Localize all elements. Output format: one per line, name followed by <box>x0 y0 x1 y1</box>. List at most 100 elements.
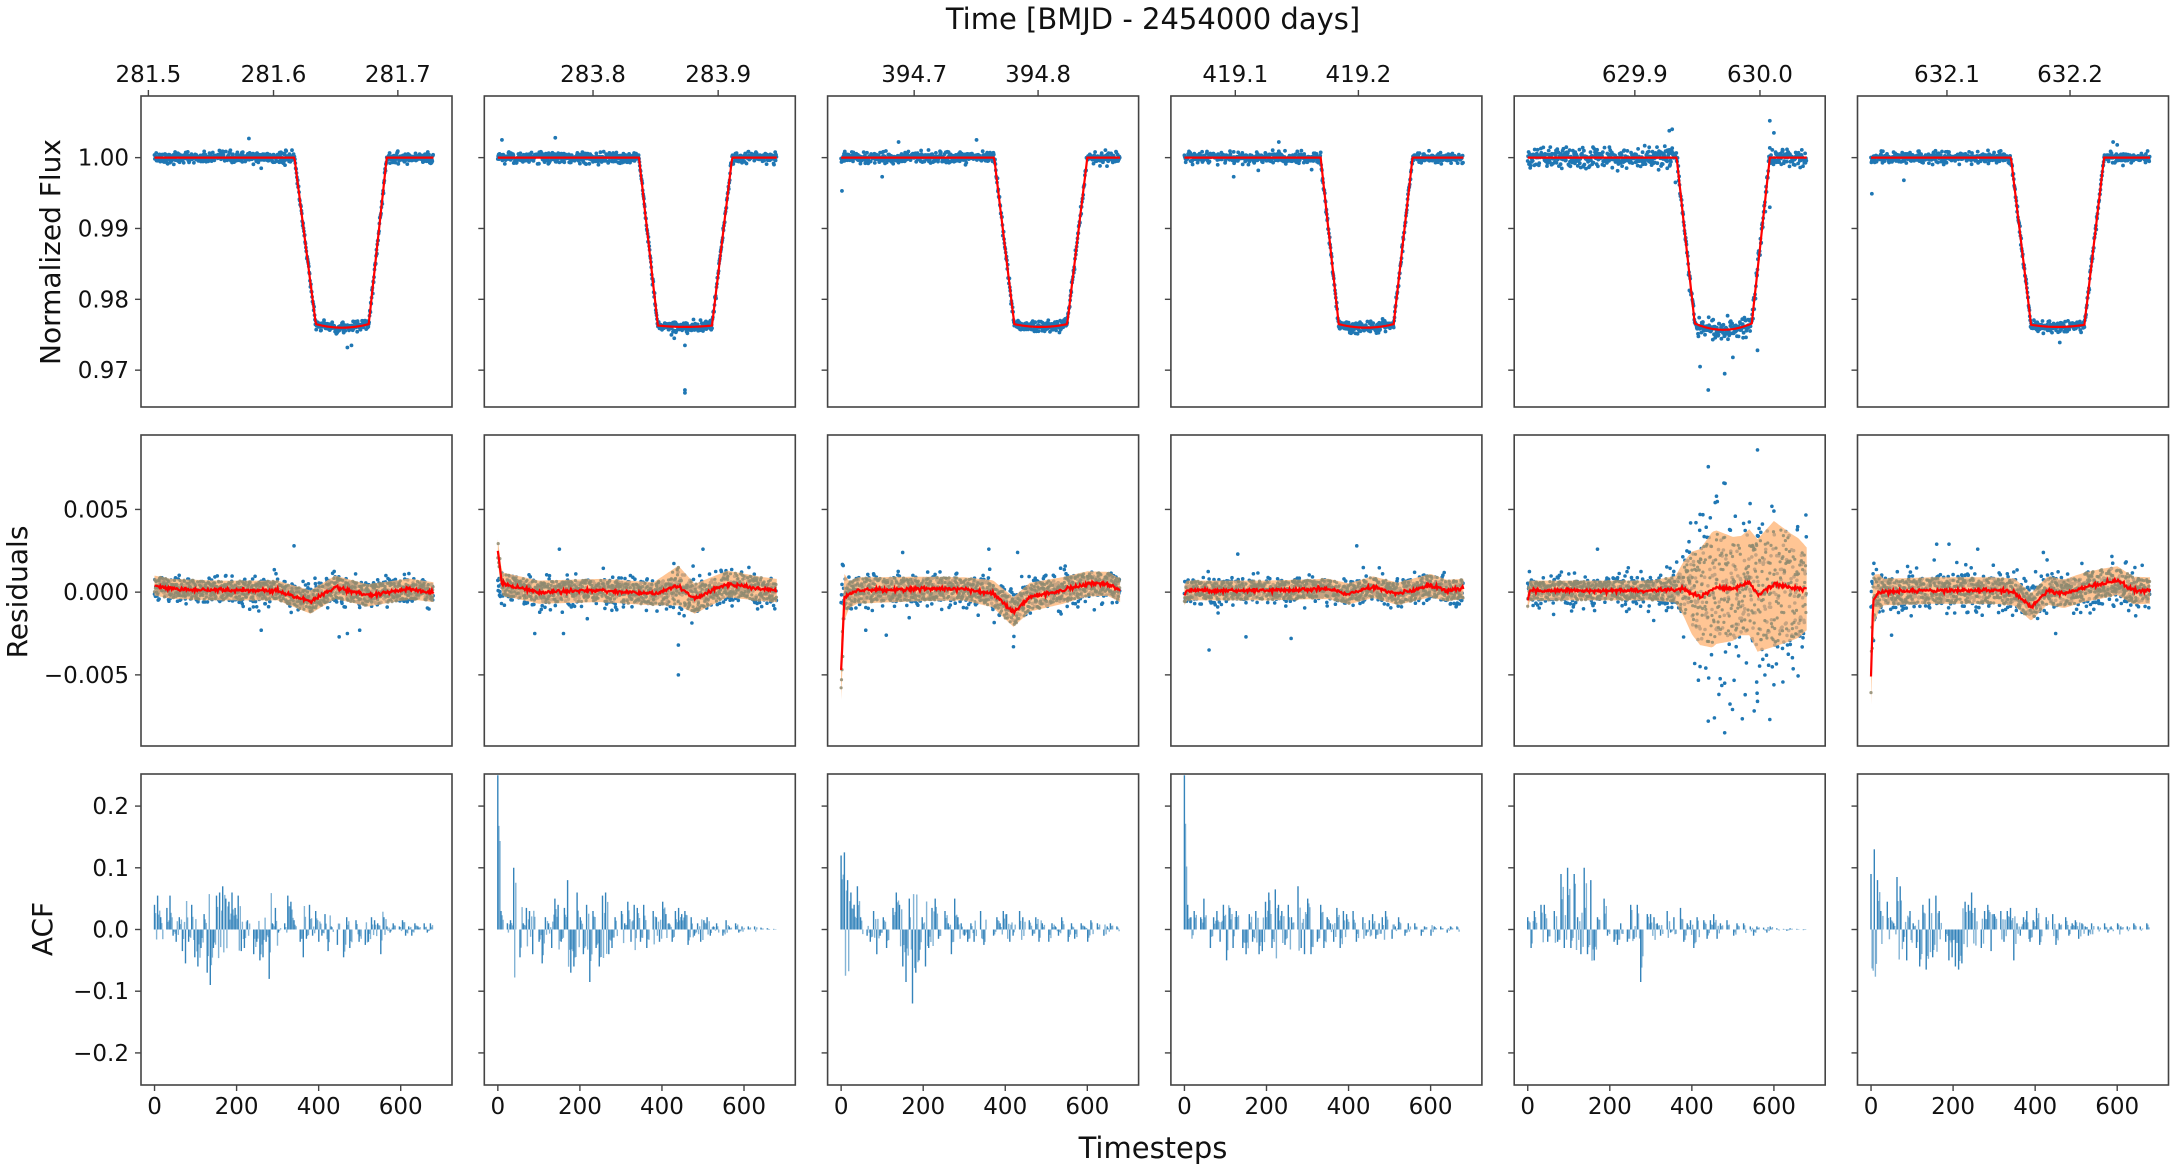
residual-point-in-band <box>273 581 277 585</box>
residual-point-in-band <box>189 585 193 589</box>
residual-point-in-band <box>198 579 203 584</box>
residual-point-in-band <box>265 583 269 587</box>
residual-point-in-band <box>755 576 759 580</box>
residual-point-in-band <box>237 594 242 598</box>
residual-point-in-band <box>720 592 724 597</box>
residual-point-in-band <box>631 583 635 588</box>
residual-data-point <box>543 605 547 610</box>
residual-point-in-band <box>306 590 310 594</box>
residual-point-in-band <box>298 606 302 611</box>
residual-point-in-band <box>626 583 630 587</box>
residual-point-in-band <box>244 595 248 599</box>
residual-point-in-band <box>685 584 690 588</box>
residual-data-point <box>604 602 609 606</box>
residual-data-point <box>393 577 398 582</box>
y-tick-label: −0.1 <box>73 979 129 1005</box>
residual-point-in-band <box>251 598 255 602</box>
residual-data-point <box>274 571 278 576</box>
flux-data-point <box>322 318 326 322</box>
residual-data-point <box>184 602 188 606</box>
residual-point-in-band <box>609 600 614 604</box>
residual-data-point <box>755 607 760 611</box>
y-axis-label-flux: Normalized Flux <box>34 139 67 365</box>
residual-point-in-band <box>509 590 513 594</box>
residual-point-in-band <box>352 599 356 604</box>
residual-data-point <box>384 573 388 578</box>
residual-data-point <box>257 609 261 613</box>
residual-point-in-band <box>630 597 634 602</box>
flux-axes: 0.97 0.98 0.99 1.00 281.5 281.6 281.7 <box>78 62 453 408</box>
flux-data-point <box>596 162 601 167</box>
residual-point-in-band <box>651 602 655 607</box>
residual-data-point <box>340 601 344 606</box>
residuals-axes <box>478 434 797 747</box>
residual-data-point <box>332 569 337 574</box>
residual-point-in-band <box>204 581 208 586</box>
residual-point-in-band <box>423 587 427 591</box>
flux-data-point <box>387 151 392 155</box>
y-axis-label-residuals: Residuals <box>1 526 34 659</box>
flux-data-point <box>861 150 866 155</box>
flux-data-point <box>319 328 323 333</box>
residual-point-in-band <box>513 576 518 580</box>
flux-data-point <box>529 150 534 155</box>
flux-data-point <box>872 161 877 165</box>
flux-data-point <box>358 327 363 332</box>
residual-point-in-band <box>609 597 613 601</box>
residual-outlier-point <box>292 544 296 548</box>
residual-point-in-band <box>602 584 606 588</box>
y-tick-label: 0.0 <box>92 918 129 944</box>
residual-data-point <box>730 604 734 608</box>
residual-point-in-band <box>329 594 333 598</box>
flux-data-point <box>431 152 435 157</box>
flux-data-point <box>393 160 398 165</box>
residual-point-in-band <box>548 594 552 598</box>
flux-data-point <box>355 319 360 324</box>
residual-data-point <box>402 572 407 577</box>
residual-point-in-band <box>694 582 698 586</box>
residual-point-in-band <box>319 603 324 607</box>
residual-data-point <box>585 616 590 621</box>
residual-point-in-band <box>417 593 421 597</box>
residual-point-in-band <box>267 597 271 601</box>
residual-point-in-band <box>677 591 681 595</box>
residual-data-point <box>601 566 606 571</box>
x-tick-label: 200 <box>215 1094 259 1120</box>
residual-point-in-band <box>307 595 311 599</box>
residual-point-in-band <box>260 597 264 601</box>
residual-data-point <box>613 602 617 606</box>
residual-point-in-band <box>349 599 353 604</box>
residual-point-in-band <box>425 595 429 599</box>
flux-axes: 394.7 394.8 <box>821 62 1140 408</box>
residual-point-in-band <box>275 579 279 583</box>
residual-point-in-band <box>304 604 308 609</box>
residual-data-point <box>728 598 732 602</box>
residual-point-in-band <box>598 590 603 595</box>
flux-data-point <box>934 151 938 155</box>
residual-point-in-band <box>325 600 329 604</box>
residual-point-in-band <box>251 583 255 588</box>
residual-point-in-band <box>734 591 738 595</box>
residual-point-in-band <box>346 598 350 602</box>
flux-data-point <box>744 161 749 166</box>
flux-data-point <box>938 150 943 155</box>
residual-data-point <box>405 599 410 604</box>
residual-point-in-band <box>238 579 242 583</box>
residual-point-in-band <box>579 581 583 585</box>
gp-mean-line <box>154 583 435 605</box>
residual-data-point <box>560 610 565 614</box>
residual-point-in-band <box>762 580 766 584</box>
residual-data-point <box>677 611 681 616</box>
residual-point-in-band <box>251 595 255 599</box>
residual-point-in-band <box>611 584 615 588</box>
residual-point-in-band <box>532 598 537 602</box>
residual-point-in-band <box>279 599 283 603</box>
residual-point-in-band <box>626 601 630 605</box>
flux-data-point <box>926 148 931 152</box>
residual-point-in-band <box>749 575 753 579</box>
residual-point-in-band <box>355 581 359 585</box>
residual-point-in-band <box>258 581 262 586</box>
flux-data-point <box>598 150 603 155</box>
flux-outlier-point <box>553 135 558 140</box>
residual-point-in-band <box>187 593 191 597</box>
